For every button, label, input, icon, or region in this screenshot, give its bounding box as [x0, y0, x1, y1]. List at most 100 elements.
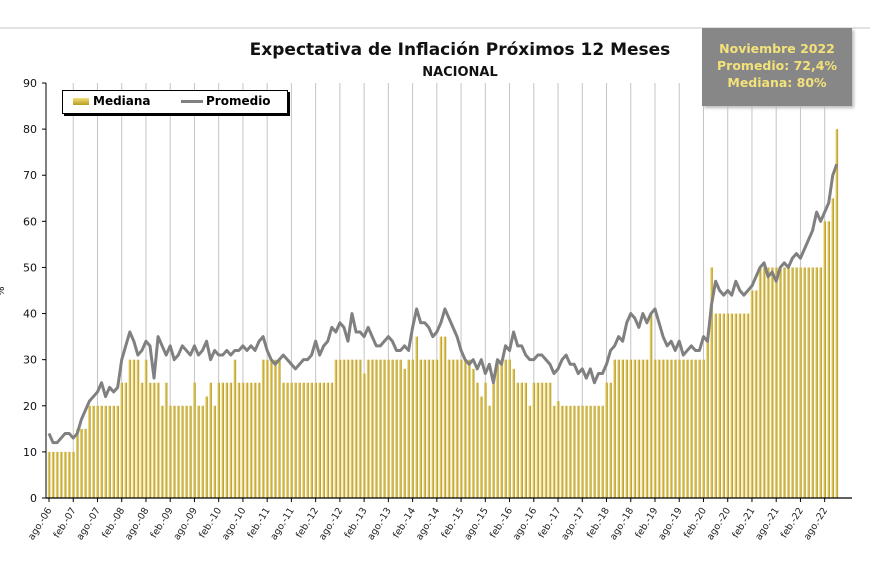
- bar-mediana: [306, 382, 309, 498]
- bar-mediana: [411, 359, 414, 498]
- bar-mediana: [617, 359, 620, 498]
- summary-mediana: Mediana: 80%: [727, 75, 827, 90]
- bar-mediana: [140, 382, 144, 498]
- bar-mediana: [496, 359, 499, 498]
- bar-mediana: [750, 290, 754, 498]
- x-tick-label: ago.-22: [802, 506, 830, 542]
- bar-mediana: [512, 368, 515, 498]
- bar-mediana: [455, 359, 459, 498]
- bar-mediana: [447, 359, 451, 498]
- bar-mediana: [261, 359, 265, 498]
- bar-mediana: [435, 359, 439, 498]
- bar-mediana: [156, 382, 160, 498]
- bar-mediana: [742, 313, 746, 498]
- bar-mediana: [532, 382, 536, 498]
- bar-mediana: [63, 451, 67, 498]
- bar-mediana: [778, 267, 782, 498]
- bar-mediana: [294, 382, 297, 498]
- bar-mediana: [572, 405, 576, 498]
- legend-label-promedio: Promedio: [206, 94, 271, 108]
- bar-mediana: [241, 382, 245, 498]
- y-tick-label: 40: [23, 308, 37, 321]
- bar-mediana: [168, 405, 172, 498]
- bar-mediana: [59, 451, 63, 498]
- bar-mediana: [269, 359, 273, 498]
- bar-mediana: [265, 359, 269, 498]
- bar-mediana: [673, 359, 677, 498]
- summary-date: Noviembre 2022: [719, 41, 835, 56]
- y-tick-label: 80: [23, 123, 37, 136]
- bar-mediana: [338, 359, 342, 498]
- x-tick-label: ago.-07: [75, 506, 103, 542]
- bar-mediana: [136, 359, 140, 498]
- bar-mediana: [209, 382, 212, 498]
- bar-mediana: [120, 382, 124, 498]
- bar-mediana: [738, 313, 742, 498]
- bar-mediana: [500, 359, 503, 498]
- bar-mediana: [479, 396, 483, 498]
- bar-mediana: [827, 221, 831, 499]
- bar-mediana: [492, 382, 495, 498]
- bar-mediana: [504, 359, 507, 498]
- bar-mediana: [520, 382, 523, 498]
- x-tick-label: ago.-20: [705, 506, 733, 542]
- summary-promedio: Promedio: 72,4%: [717, 58, 837, 73]
- bar-mediana: [298, 382, 301, 498]
- bar-mediana: [257, 382, 261, 498]
- bar-mediana: [568, 405, 572, 498]
- y-tick-label: 50: [23, 261, 37, 274]
- bar-mediana: [544, 382, 548, 498]
- bar-mediana: [334, 359, 338, 498]
- bar-mediana: [193, 382, 196, 498]
- bar-mediana: [108, 405, 111, 498]
- bar-mediana: [128, 359, 132, 498]
- bar-mediana: [431, 359, 435, 498]
- bar-mediana: [189, 405, 192, 498]
- x-tick-label: ago.-17: [559, 506, 587, 542]
- bar-mediana: [746, 313, 750, 498]
- bar-mediana: [310, 382, 313, 498]
- bar-mediana: [346, 359, 350, 498]
- bar-mediana: [342, 359, 346, 498]
- bar-mediana: [403, 368, 406, 498]
- x-tick-label: ago.-16: [511, 506, 539, 542]
- bar-mediana: [629, 359, 633, 498]
- bar-mediana: [774, 267, 778, 498]
- bar-mediana: [540, 382, 544, 498]
- bar-mediana: [803, 267, 806, 498]
- bar-mediana: [734, 313, 738, 498]
- x-tick-label: ago.-06: [26, 506, 54, 542]
- bar-mediana: [164, 382, 168, 498]
- bar-mediana: [350, 359, 354, 498]
- bar-mediana: [669, 359, 673, 498]
- bar-mediana: [229, 382, 233, 498]
- bar-mediana: [621, 359, 624, 498]
- x-tick-label: ago.-13: [365, 506, 393, 542]
- bar-mediana: [770, 267, 774, 498]
- bar-mediana: [391, 359, 394, 498]
- bar-mediana: [92, 405, 95, 498]
- bar-mediana: [407, 359, 410, 498]
- bar-mediana: [387, 359, 390, 498]
- bar-mediana: [702, 359, 705, 498]
- y-tick-label: 30: [23, 354, 37, 367]
- bar-mediana: [564, 405, 568, 498]
- bar-mediana: [55, 451, 59, 498]
- bar-mediana: [787, 267, 790, 498]
- bar-mediana: [286, 382, 289, 498]
- bar-mediana: [819, 267, 822, 498]
- bar-mediana: [560, 405, 564, 498]
- bar-mediana: [528, 405, 532, 498]
- x-tick-label: ago.-19: [656, 506, 684, 542]
- legend-swatch-mediana: [73, 98, 89, 105]
- y-tick-label: 10: [23, 446, 37, 459]
- bar-mediana: [152, 382, 156, 498]
- bar-mediana: [100, 405, 103, 498]
- bar-mediana: [710, 267, 713, 498]
- bar-mediana: [205, 396, 208, 498]
- bar-mediana: [366, 359, 370, 498]
- bar-mediana: [524, 382, 528, 498]
- bar-mediana: [358, 359, 362, 498]
- bar-mediana: [47, 451, 51, 498]
- bar-mediana: [326, 382, 330, 498]
